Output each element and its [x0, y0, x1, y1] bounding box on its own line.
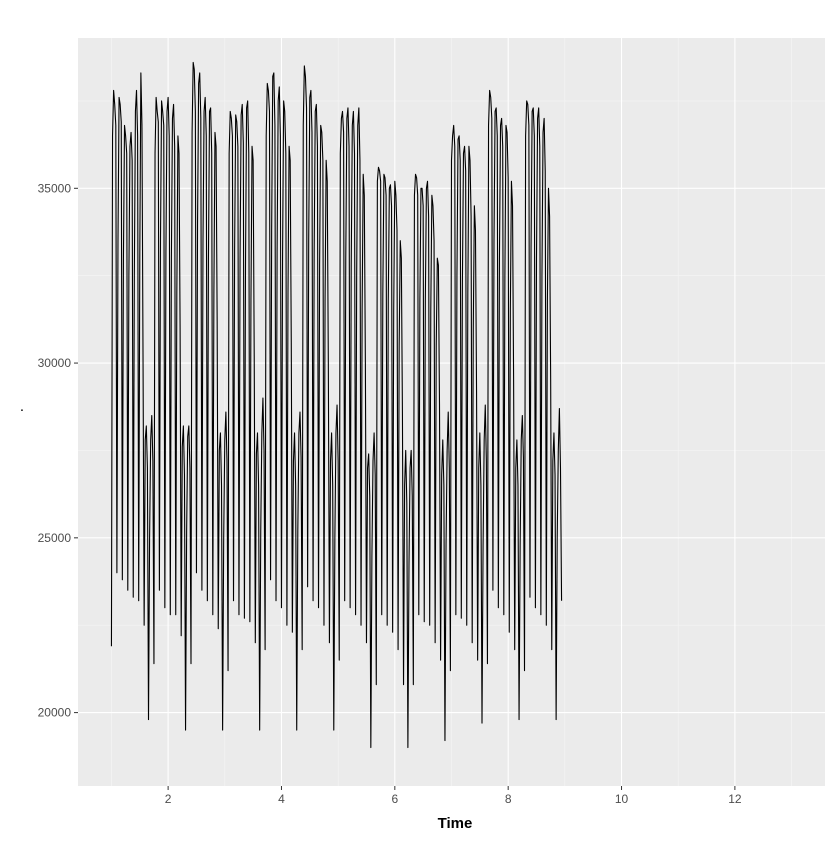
series-line	[110, 61, 563, 749]
y-tick-label: 20000	[38, 706, 72, 720]
x-tick-label: 10	[615, 792, 629, 806]
x-tick-label: 8	[505, 792, 512, 806]
y-tick-label: 35000	[38, 181, 72, 195]
x-axis: 2 4 6 8 10 12	[165, 786, 742, 806]
y-axis: 20000 25000 30000 35000	[38, 181, 78, 720]
x-axis-title: Time	[438, 815, 473, 832]
x-tick-label: 6	[391, 792, 398, 806]
y-tick-label: 30000	[38, 356, 72, 370]
x-tick-label: 12	[728, 792, 742, 806]
series-layer	[110, 61, 563, 749]
y-tick-label: 25000	[38, 531, 72, 545]
x-tick-label: 4	[278, 792, 285, 806]
x-tick-label: 2	[165, 792, 172, 806]
y-axis-title: .	[20, 398, 24, 415]
